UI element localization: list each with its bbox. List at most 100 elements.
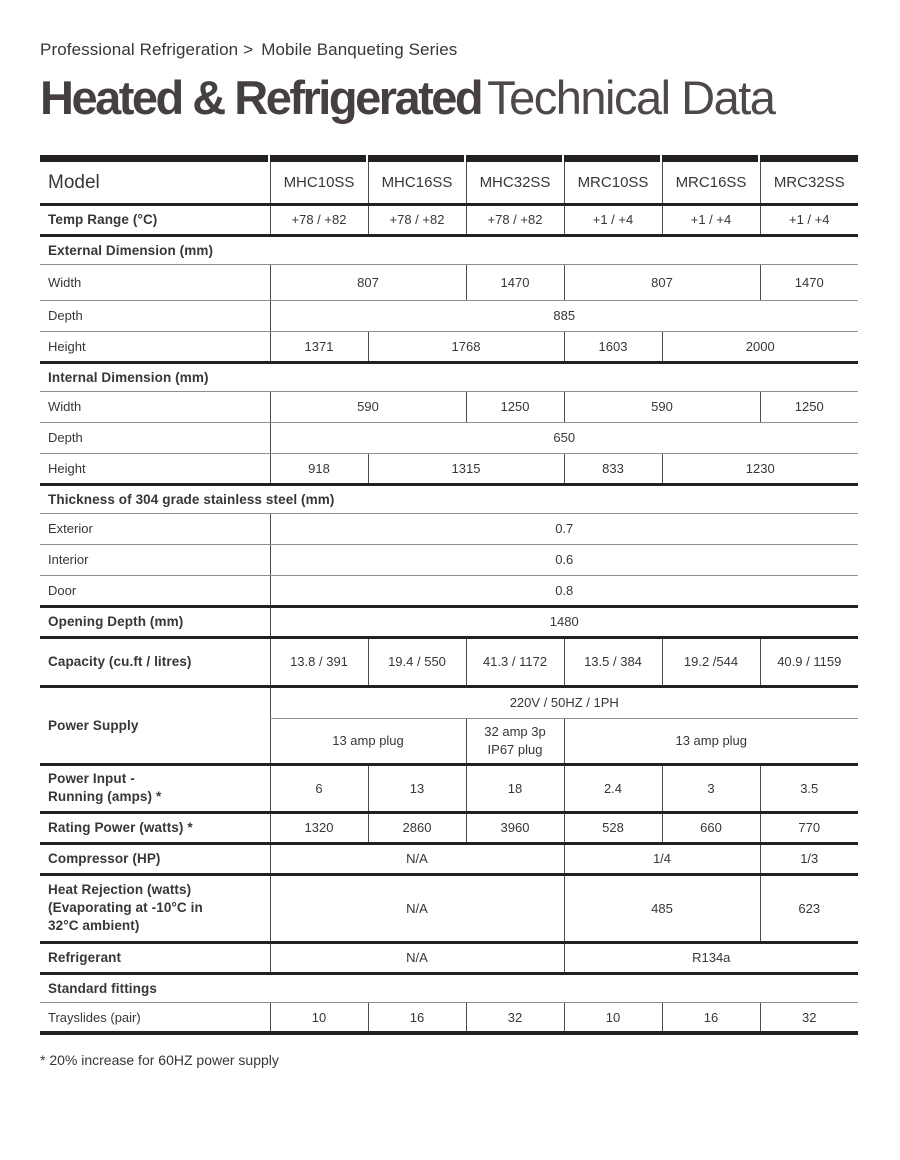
heat-rejection-value: N/A: [269, 874, 564, 944]
technical-data-table: Model MHC10SS MHC16SS MHC32SS MRC10SS MR…: [40, 162, 858, 1036]
rating-power-value: 2860: [367, 812, 466, 845]
power-input-value: 18: [465, 764, 564, 814]
power-supply-voltage-row: Power Supply 220V / 50HZ / 1PH: [40, 686, 858, 766]
external-height-label: Height: [40, 331, 270, 364]
top-bar-segment: [564, 155, 660, 163]
internal-height-value: 1315: [367, 453, 564, 486]
external-height-value: 1371: [269, 331, 368, 364]
refrigerant-value: R134a: [563, 942, 858, 975]
external-height-value: 2000: [661, 331, 858, 364]
power-input-value: 13: [367, 764, 466, 814]
temp-range-label: Temp Range (°C): [40, 204, 270, 237]
compressor-row: Compressor (HP) N/A 1/4 1/3: [40, 843, 858, 876]
internal-dimension-section-title: Internal Dimension (mm): [40, 362, 858, 392]
datasheet-page: Professional Refrigeration > Mobile Banque…: [40, 40, 858, 1069]
power-supply-plug: 13 amp plug: [563, 718, 858, 766]
opening-depth-value: 1480: [269, 606, 858, 639]
rating-power-row: Rating Power (watts) * 1320 2860 3960 52…: [40, 812, 858, 845]
trayslides-value: 10: [269, 1002, 368, 1036]
breadcrumb-separator-icon: >: [243, 40, 254, 59]
capacity-label: Capacity (cu.ft / litres): [40, 637, 270, 688]
power-input-label: Power Input - Running (amps) *: [40, 764, 270, 814]
temp-range-value: +78 / +82: [269, 204, 368, 237]
power-input-value: 3.5: [759, 764, 858, 814]
internal-height-value: 833: [563, 453, 662, 486]
heat-rejection-label: Heat Rejection (watts) (Evaporating at -…: [40, 874, 270, 944]
external-width-row: Width 807 1470 807 1470: [40, 264, 858, 301]
internal-depth-row: Depth 650: [40, 422, 858, 454]
opening-depth-label: Opening Depth (mm): [40, 606, 270, 639]
opening-depth-row: Opening Depth (mm) 1480: [40, 606, 858, 639]
compressor-value: 1/3: [759, 843, 858, 876]
capacity-value: 13.8 / 391: [269, 637, 368, 688]
refrigerant-row: Refrigerant N/A R134a: [40, 942, 858, 975]
power-input-value: 3: [661, 764, 760, 814]
top-bar-segment: [368, 155, 464, 163]
standard-fittings-section-row: Standard fittings: [40, 973, 858, 1003]
thickness-exterior-label: Exterior: [40, 513, 270, 545]
trayslides-value: 32: [465, 1002, 564, 1036]
external-height-value: 1768: [367, 331, 564, 364]
compressor-label: Compressor (HP): [40, 843, 270, 876]
footnote: * 20% increase for 60HZ power supply: [40, 1052, 279, 1069]
rating-power-label: Rating Power (watts) *: [40, 812, 270, 845]
power-supply-plug-row: 13 amp plug 32 amp 3p IP67 plug 13 amp p…: [40, 718, 858, 766]
trayslides-value: 10: [563, 1002, 662, 1036]
top-bar-segment: [466, 155, 562, 163]
internal-height-value: 1230: [661, 453, 858, 486]
model-column-header: Model: [40, 162, 270, 206]
power-supply-plug: 32 amp 3p IP67 plug: [465, 718, 564, 766]
model-name: MRC32SS: [759, 162, 858, 206]
thickness-door-value: 0.8: [269, 575, 858, 608]
thickness-interior-label: Interior: [40, 544, 270, 576]
thickness-section-title: Thickness of 304 grade stainless steel (…: [40, 484, 858, 514]
internal-depth-label: Depth: [40, 422, 270, 454]
external-depth-value: 885: [269, 300, 858, 332]
power-supply-voltage: 220V / 50HZ / 1PH: [269, 686, 858, 719]
table-header-row: Model MHC10SS MHC16SS MHC32SS MRC10SS MR…: [40, 162, 858, 206]
rating-power-value: 3960: [465, 812, 564, 845]
temp-range-value: +1 / +4: [759, 204, 858, 237]
thickness-exterior-value: 0.7: [269, 513, 858, 545]
page-title: Heated & Refrigerated Technical Data: [40, 73, 858, 122]
temp-range-value: +1 / +4: [563, 204, 662, 237]
thickness-interior-value: 0.6: [269, 544, 858, 576]
internal-width-row: Width 590 1250 590 1250: [40, 391, 858, 423]
rating-power-value: 528: [563, 812, 662, 845]
page-title-secondary: Technical Data: [487, 71, 776, 124]
power-input-value: 2.4: [563, 764, 662, 814]
model-name: MHC10SS: [269, 162, 368, 206]
trayslides-value: 16: [661, 1002, 760, 1036]
internal-depth-value: 650: [269, 422, 858, 454]
thickness-door-row: Door 0.8: [40, 575, 858, 608]
trayslides-label: Trayslides (pair): [40, 1002, 270, 1036]
capacity-value: 19.2 /544: [661, 637, 760, 688]
internal-width-value: 590: [563, 391, 760, 423]
heat-rejection-value: 485: [563, 874, 760, 944]
internal-width-value: 1250: [465, 391, 564, 423]
model-name: MRC16SS: [661, 162, 760, 206]
compressor-value: 1/4: [563, 843, 760, 876]
temp-range-value: +78 / +82: [367, 204, 466, 237]
external-width-label: Width: [40, 264, 270, 301]
power-supply-plug: 13 amp plug: [269, 718, 466, 766]
external-dimension-section-title: External Dimension (mm): [40, 235, 858, 265]
external-dimension-section-row: External Dimension (mm): [40, 235, 858, 265]
standard-fittings-section-title: Standard fittings: [40, 973, 858, 1003]
top-bar-segment: [662, 155, 758, 163]
trayslides-value: 16: [367, 1002, 466, 1036]
trayslides-row: Trayslides (pair) 10 16 32 10 16 32: [40, 1002, 858, 1036]
power-supply-label: Power Supply: [40, 686, 270, 766]
breadcrumb-current: Mobile Banqueting Series: [261, 40, 458, 59]
thickness-exterior-row: Exterior 0.7: [40, 513, 858, 545]
capacity-value: 13.5 / 384: [563, 637, 662, 688]
page-title-primary: Heated & Refrigerated: [40, 71, 484, 124]
model-name: MHC32SS: [465, 162, 564, 206]
top-bar-segment: [270, 155, 366, 163]
power-input-value: 6: [269, 764, 368, 814]
heat-rejection-value: 623: [759, 874, 858, 944]
temp-range-row: Temp Range (°C) +78 / +82 +78 / +82 +78 …: [40, 204, 858, 237]
rating-power-value: 1320: [269, 812, 368, 845]
thickness-door-label: Door: [40, 575, 270, 608]
external-depth-row: Depth 885: [40, 300, 858, 332]
